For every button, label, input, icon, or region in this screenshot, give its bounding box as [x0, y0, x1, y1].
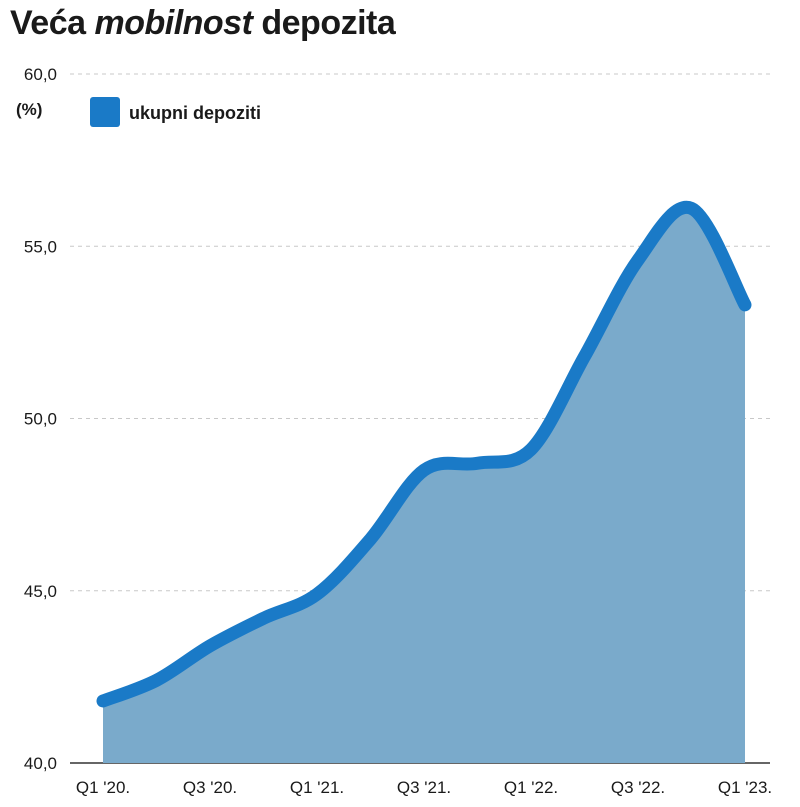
x-tick-label: Q3 '20.	[183, 778, 237, 797]
title-part-1: Veća	[10, 4, 95, 42]
area-fill	[103, 207, 745, 763]
y-tick-label: 55,0	[24, 237, 57, 256]
legend-label: ukupni depoziti	[129, 103, 261, 123]
y-tick-label: 40,0	[24, 754, 57, 773]
chart-title: Veća mobilnost depozita	[10, 4, 396, 43]
legend: ukupni depoziti	[90, 97, 261, 127]
y-axis-ticks: 40,0 45,0 50,0 55,0 60,0	[24, 65, 57, 773]
x-tick-label: Q1 '21.	[290, 778, 344, 797]
y-tick-label: 60,0	[24, 65, 57, 84]
y-axis-unit-label: (%)	[16, 100, 42, 119]
x-tick-label: Q3 '21.	[397, 778, 451, 797]
x-tick-label: Q1 '23.	[718, 778, 772, 797]
legend-swatch	[90, 97, 120, 127]
x-tick-label: Q3 '22.	[611, 778, 665, 797]
series-line	[96, 200, 752, 708]
x-tick-label: Q1 '22.	[504, 778, 558, 797]
title-part-3: depozita	[252, 4, 396, 42]
x-tick-label: Q1 '20.	[76, 778, 130, 797]
x-axis-ticks: Q1 '20. Q3 '20. Q1 '21. Q3 '21. Q1 '22. Q3 '2…	[76, 778, 772, 797]
y-tick-label: 45,0	[24, 582, 57, 601]
y-tick-label: 50,0	[24, 410, 57, 429]
title-part-2: mobilnost	[94, 4, 253, 42]
